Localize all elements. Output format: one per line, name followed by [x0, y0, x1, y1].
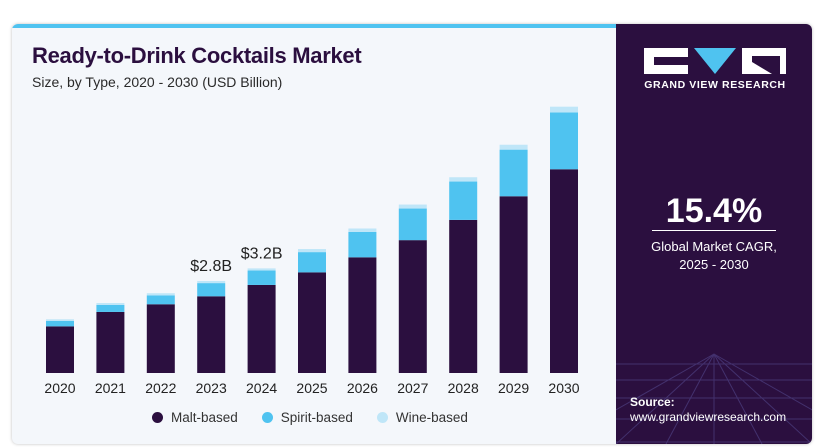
source-label: Source:: [630, 395, 675, 409]
x-tick-label-2023: 2023: [196, 380, 227, 396]
bar-wine-based-2030: [550, 106, 578, 113]
bar-spirit-based-2021: [96, 304, 125, 312]
bar-wine-based-2022: [146, 293, 175, 296]
data-label-2023: $2.8B: [190, 258, 232, 275]
x-tick-label-2021: 2021: [95, 380, 126, 396]
bar-malt-based-2022: [146, 304, 175, 373]
bar-wine-based-2028: [449, 177, 478, 182]
x-tick-label-2028: 2028: [448, 380, 479, 396]
cagr-divider: [652, 230, 776, 231]
data-label-2024: $3.2B: [241, 245, 283, 262]
cagr-label-line1: Global Market CAGR,: [651, 239, 777, 254]
bar-spirit-based-2025: [298, 252, 326, 273]
bar-spirit-based-2027: [398, 208, 427, 241]
bar-spirit-based-2023: [197, 283, 226, 297]
chart-subtitle: Size, by Type, 2020 - 2030 (USD Billion): [32, 74, 283, 90]
chart-card: Ready-to-Drink Cocktails Market Size, by…: [12, 24, 812, 444]
bar-wine-based-2025: [298, 249, 326, 253]
legend-item-malt: Malt-based: [152, 410, 238, 425]
source-note: Source: www.grandviewresearch.com: [630, 395, 786, 425]
bar-chart: 2020 2021 2022 2023 2024 2025 2026 2027 2028 2029…: [44, 106, 580, 396]
x-tick-label-2025: 2025: [296, 380, 327, 396]
legend-item-wine: Wine-based: [376, 409, 468, 425]
x-tick-label-2020: 2020: [44, 380, 75, 396]
x-tick-label-2022: 2022: [145, 380, 176, 396]
bar-wine-based-2027: [398, 204, 427, 209]
legend-swatch-spirit: [261, 411, 273, 423]
cagr-value: 15.4%: [665, 192, 763, 230]
bar-spirit-based-2028: [449, 181, 478, 220]
accent-line: [12, 24, 616, 28]
legend-swatch-wine: [376, 411, 388, 423]
bar-malt-based-2026: [348, 257, 377, 373]
x-tick-label-2027: 2027: [397, 380, 428, 396]
grand-view-research-logo: GRAND VIEW RESEARCH: [640, 48, 790, 108]
bar-wine-based-2024: [247, 268, 276, 271]
legend-swatch-malt: [152, 411, 163, 423]
bar-wine-based-2020: [46, 319, 74, 321]
bar-malt-based-2027: [398, 240, 427, 373]
bar-spirit-based-2020: [46, 320, 74, 327]
bar-wine-based-2023: [197, 280, 226, 284]
cagr-label: Global Market CAGR, 2025 - 2030: [616, 238, 812, 274]
legend: Malt-based Spirit-based Wine-based: [152, 408, 468, 426]
bar-malt-based-2029: [499, 196, 528, 373]
legend-label-malt: Malt-based: [171, 409, 238, 425]
bar-malt-based-2025: [298, 272, 326, 373]
x-tick-label-2029: 2029: [498, 380, 529, 396]
legend-label-spirit: Spirit-based: [280, 409, 353, 425]
source-url: www.grandviewresearch.com: [630, 410, 787, 424]
bar-wine-based-2021: [96, 303, 125, 305]
bar-malt-based-2023: [197, 296, 226, 373]
bar-spirit-based-2024: [247, 270, 276, 285]
x-tick-label-2030: 2030: [548, 380, 579, 396]
bar-spirit-based-2022: [146, 295, 175, 305]
bar-malt-based-2030: [550, 169, 578, 373]
bar-wine-based-2026: [348, 228, 377, 232]
bar-spirit-based-2030: [550, 112, 578, 170]
bar-spirit-based-2029: [499, 149, 528, 197]
legend-label-wine: Wine-based: [395, 409, 468, 425]
x-tick-label-2026: 2026: [347, 380, 378, 396]
cagr-label-line2: 2025 - 2030: [679, 257, 749, 272]
bar-malt-based-2020: [46, 326, 74, 373]
bar-malt-based-2021: [96, 311, 125, 373]
x-tick-label-2024: 2024: [246, 380, 277, 396]
bar-malt-based-2024: [247, 284, 276, 373]
bar-spirit-based-2026: [348, 231, 377, 258]
logo-text: GRAND VIEW RESEARCH: [644, 79, 786, 91]
info-panel: GRAND VIEW RESEARCH 15.4% Global Market …: [616, 24, 812, 444]
chart-title: Ready-to-Drink Cocktails Market: [32, 43, 362, 68]
bar-malt-based-2028: [449, 219, 478, 373]
bar-wine-based-2029: [499, 144, 528, 150]
chart-area: Ready-to-Drink Cocktails Market Size, by…: [12, 24, 616, 444]
perspective-grid-decoration: [616, 353, 812, 444]
logo-mark-icon: [644, 48, 786, 74]
legend-item-spirit: Spirit-based: [261, 409, 353, 425]
